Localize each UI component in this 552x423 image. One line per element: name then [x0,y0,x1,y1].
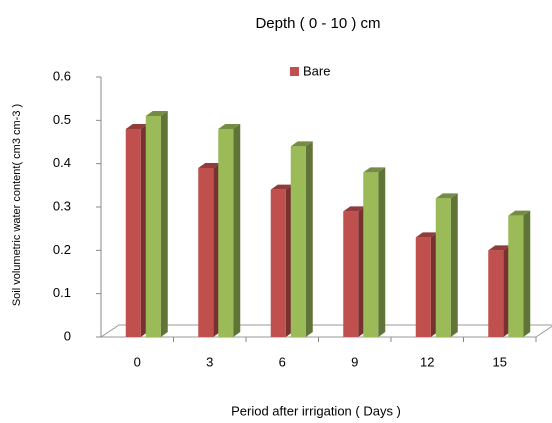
x-tick-label: 9 [351,354,358,369]
y-axis-label: Soil volumetric water content( cm3 cm-3 … [11,104,23,306]
bar-top [435,193,458,199]
bar [415,237,431,337]
bar [270,189,286,337]
chart-title: Depth ( 0 - 10 ) cm [255,15,380,32]
x-tick-label: 6 [279,354,286,369]
y-tick-label: 0.4 [53,155,71,170]
y-tick-label: 0.1 [53,285,71,300]
bar [435,198,451,337]
bar-top [218,124,241,129]
bar-top [145,111,168,116]
bar-top [290,141,313,147]
y-tick-label: 0.6 [53,68,71,83]
bar-side [305,141,313,337]
x-tick-label: 3 [206,354,213,369]
bar-top [415,232,438,238]
bar-top [343,206,366,212]
y-tick-label: 0.5 [53,112,71,127]
bar-side [233,124,241,337]
bar [363,172,379,337]
x-tick-label: 12 [420,354,434,369]
bar [218,129,234,337]
bar-top [508,210,531,216]
y-tick-label: 0.2 [53,242,71,257]
bar [125,129,141,337]
bar [290,146,306,337]
bar-side [378,167,386,337]
bar [488,250,504,337]
y-tick-label: 0.3 [53,198,71,213]
bar [508,215,524,337]
bar [145,116,161,337]
x-tick-label: 15 [493,354,507,369]
bar-side [160,111,168,337]
x-axis-label: Period after irrigation ( Days ) [231,403,401,418]
bar-top [198,163,221,168]
bar-top [363,167,386,173]
bar-side [523,210,531,337]
bar [198,168,214,337]
floor [99,324,552,338]
bar-top [125,124,148,129]
legend-label: Bare [303,63,330,78]
x-tick-label: 0 [134,354,141,369]
bar [343,211,359,337]
bar-side [450,193,458,337]
y-tick-label: 0 [64,328,71,343]
bar-top [488,245,511,251]
legend-swatch [290,67,299,76]
bar-top [270,184,293,190]
